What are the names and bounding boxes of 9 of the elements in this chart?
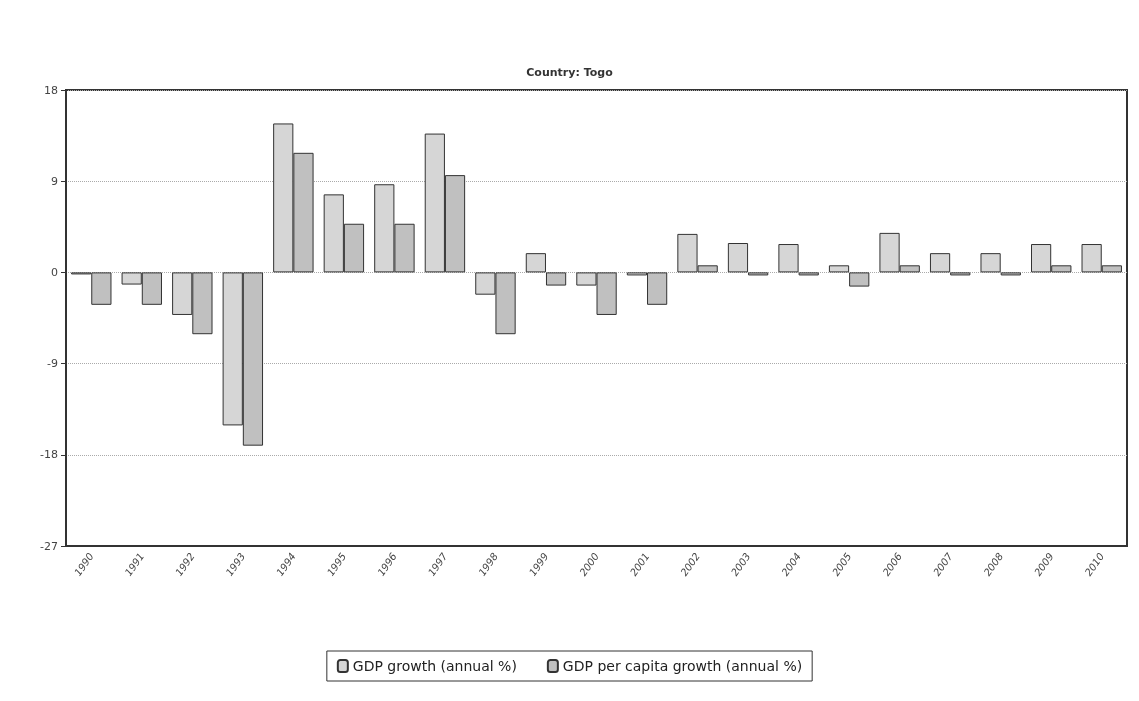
- y-tick-label: -9: [47, 357, 58, 371]
- y-tick-label: 9: [51, 174, 58, 188]
- legend-label: GDP per capita growth (annual %): [562, 658, 803, 674]
- y-tick-label: 0: [51, 265, 58, 279]
- chart-title: Country: Togo: [526, 66, 614, 79]
- y-tick-label: 18: [44, 83, 58, 97]
- legend-label: GDP growth (annual %): [352, 658, 517, 674]
- y-tick-label: -18: [40, 448, 58, 462]
- y-tick-label: -27: [40, 539, 58, 553]
